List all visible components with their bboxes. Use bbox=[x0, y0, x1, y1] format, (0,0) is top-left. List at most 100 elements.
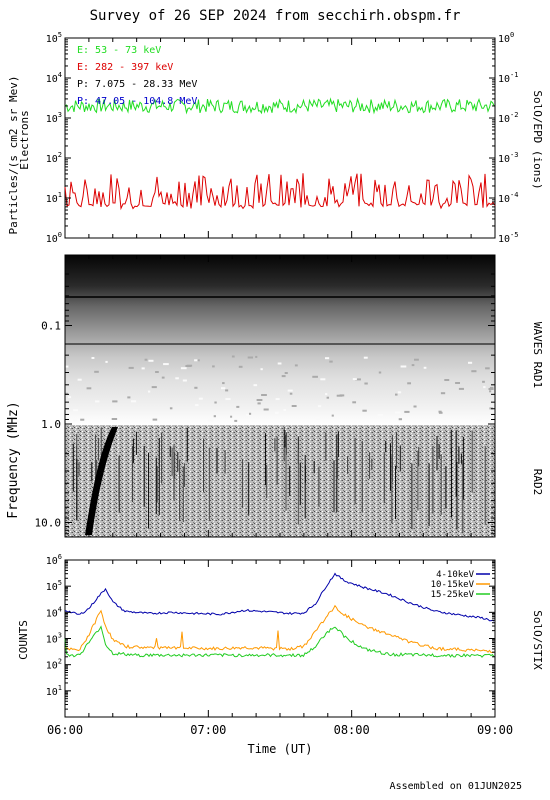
rad1-speckle bbox=[128, 366, 134, 369]
epd-y-tick-label: 103 bbox=[46, 111, 62, 125]
rad1-speckle bbox=[80, 418, 85, 421]
rad1-speckle bbox=[377, 414, 383, 417]
stix-y-tick-label: 105 bbox=[46, 579, 62, 593]
rad1-speckle bbox=[91, 357, 95, 359]
rad1-speckle bbox=[68, 396, 72, 399]
rad1-speckle bbox=[73, 419, 76, 422]
stix-y-tick-label: 102 bbox=[46, 658, 62, 672]
epd-y2-tick-label: 100 bbox=[498, 31, 514, 45]
epd-y-tick-label: 104 bbox=[46, 71, 62, 85]
waves-x-ticks bbox=[64, 255, 496, 537]
rad1-speckle bbox=[326, 396, 330, 399]
rad1-line-2 bbox=[65, 343, 495, 345]
rad1-speckle bbox=[234, 419, 238, 422]
epd-right-axis-ticks: 10-5 10-4 10-3 10-2 10-1 100 bbox=[489, 31, 518, 245]
rad1-spectrogram bbox=[65, 255, 495, 425]
x-tick-label: 08:00 bbox=[334, 723, 370, 737]
rad1-speckle bbox=[163, 363, 169, 366]
epd-series-electrons-low bbox=[64, 97, 495, 115]
rad1-speckle bbox=[395, 411, 401, 414]
rad1-speckle bbox=[317, 405, 322, 408]
waves-y-axis-label: Frequency (MHz) bbox=[6, 401, 21, 518]
rad1-speckle bbox=[312, 375, 318, 378]
rad1-speckle bbox=[197, 359, 200, 362]
rad1-speckle bbox=[161, 376, 165, 379]
rad1-speckle bbox=[363, 356, 368, 359]
rad1-speckle bbox=[400, 365, 407, 368]
rad1-speckle bbox=[411, 364, 415, 367]
rad1-speckle bbox=[325, 393, 328, 396]
rad1-speckle bbox=[263, 408, 269, 411]
rad1-speckle bbox=[155, 371, 159, 373]
stix-x-axis-label: Time (UT) bbox=[247, 742, 312, 756]
rad1-speckle bbox=[471, 370, 477, 373]
rad1-speckle bbox=[444, 379, 450, 381]
rad1-speckle bbox=[151, 386, 157, 389]
rad1-speckle bbox=[180, 367, 187, 370]
rad1-speckle bbox=[352, 401, 357, 404]
rad1-speckle bbox=[291, 405, 297, 407]
rad1-speckle bbox=[236, 405, 240, 408]
rad1-speckle bbox=[468, 361, 473, 364]
rad1-speckle bbox=[455, 382, 461, 384]
rad1-speckle bbox=[277, 362, 282, 365]
epd-series-electrons-high bbox=[64, 173, 496, 211]
rad1-speckle bbox=[378, 371, 382, 374]
rad1-speckle bbox=[231, 355, 235, 358]
rad1-speckle bbox=[275, 398, 280, 401]
rad1-speckle bbox=[65, 415, 70, 418]
stix-series-4-10kev bbox=[64, 572, 495, 622]
rad1-speckle bbox=[182, 379, 187, 382]
rad1-speckle bbox=[225, 389, 229, 392]
rad1-speckle bbox=[489, 386, 494, 389]
rad1-speckle bbox=[127, 396, 131, 399]
rad1-speckle bbox=[482, 380, 485, 383]
stix-legend-label: 4-10keV bbox=[436, 570, 475, 580]
rad1-speckle bbox=[225, 398, 231, 401]
epd-y2-tick-label: 10-4 bbox=[498, 191, 518, 205]
rad1-speckle bbox=[458, 387, 464, 390]
rad1-speckle bbox=[112, 400, 118, 403]
rad1-speckle bbox=[186, 364, 193, 367]
rad1-speckle bbox=[152, 418, 158, 421]
rad1-speckle bbox=[255, 355, 258, 358]
epd-y-tick-label: 105 bbox=[46, 31, 62, 45]
epd-y2-tick-label: 10-3 bbox=[498, 151, 518, 165]
stix-y-tick-label: 103 bbox=[46, 632, 62, 646]
stix-plot-frame bbox=[64, 559, 496, 718]
rad1-speckle bbox=[438, 411, 443, 414]
epd-y2-tick-label: 10-5 bbox=[498, 231, 518, 245]
rad1-speckle bbox=[325, 357, 330, 360]
stix-series-15-25kev bbox=[64, 625, 495, 658]
stix-legend-label: 15-25keV bbox=[431, 590, 475, 600]
epd-legend-entry: E: 282 - 397 keV bbox=[77, 62, 173, 73]
rad1-speckle bbox=[105, 360, 108, 363]
stix-x-ticks: 06:00 07:00 08:00 09:00 bbox=[47, 560, 513, 737]
rad1-speckle bbox=[289, 392, 293, 395]
rad1-speckle bbox=[364, 382, 368, 385]
rad1-speckle bbox=[320, 378, 326, 381]
rad1-speckle bbox=[169, 407, 173, 410]
stix-y-tick-label: 101 bbox=[46, 684, 62, 698]
stix-y-ticks: 101 102 103 104 105 106 bbox=[46, 553, 495, 710]
epd-right-axis-label: SolO/EPD (ions) bbox=[531, 90, 544, 189]
rad1-speckle bbox=[414, 358, 419, 361]
x-tick-label: 06:00 bbox=[47, 723, 83, 737]
rad1-speckle bbox=[141, 367, 145, 370]
epd-legend-entry: P: 7.075 - 28.33 MeV bbox=[77, 79, 197, 90]
rad1-speckle bbox=[253, 384, 258, 387]
x-tick-label: 07:00 bbox=[190, 723, 226, 737]
x-tick-label: 09:00 bbox=[477, 723, 513, 737]
waves-right-label-rad2: RAD2 bbox=[531, 469, 544, 496]
rad2-spectrogram bbox=[65, 425, 495, 537]
rad1-speckle bbox=[423, 366, 427, 369]
rad1-speckle bbox=[207, 419, 214, 422]
rad1-speckle bbox=[221, 387, 226, 390]
rad1-speckle bbox=[131, 400, 137, 403]
footer-note: Assembled on 01JUN2025 bbox=[389, 781, 522, 792]
epd-y-tick-label: 101 bbox=[46, 191, 62, 205]
rad1-speckle bbox=[245, 414, 251, 416]
stix-series-group bbox=[64, 572, 495, 658]
